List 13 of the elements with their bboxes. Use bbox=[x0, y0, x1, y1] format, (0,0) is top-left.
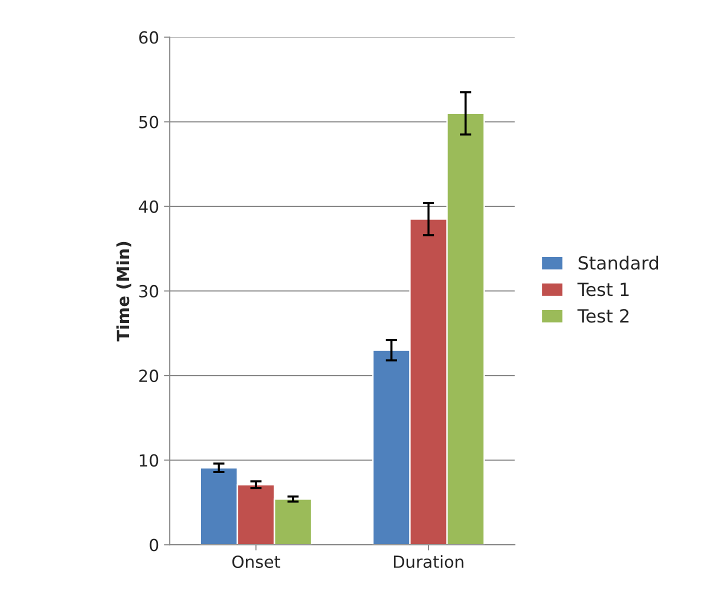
y-tick-label: 10 bbox=[140, 454, 158, 467]
y-tick-label: 20 bbox=[139, 370, 158, 382]
y-axis-title: Time (Min) bbox=[116, 242, 132, 342]
legend-label: Standard bbox=[578, 256, 658, 270]
y-tick-label: 40 bbox=[138, 200, 158, 213]
legend-label: Test 2 bbox=[577, 309, 628, 323]
y-tick-label: 0 bbox=[150, 538, 158, 552]
y-tick-label: 30 bbox=[139, 284, 158, 298]
y-tick-label: 50 bbox=[139, 116, 158, 128]
x-tick-label: Duration bbox=[394, 555, 464, 568]
legend-label: Test 1 bbox=[577, 282, 629, 296]
y-tick-label: 60 bbox=[139, 31, 158, 44]
x-tick-label: Onset bbox=[232, 555, 280, 568]
